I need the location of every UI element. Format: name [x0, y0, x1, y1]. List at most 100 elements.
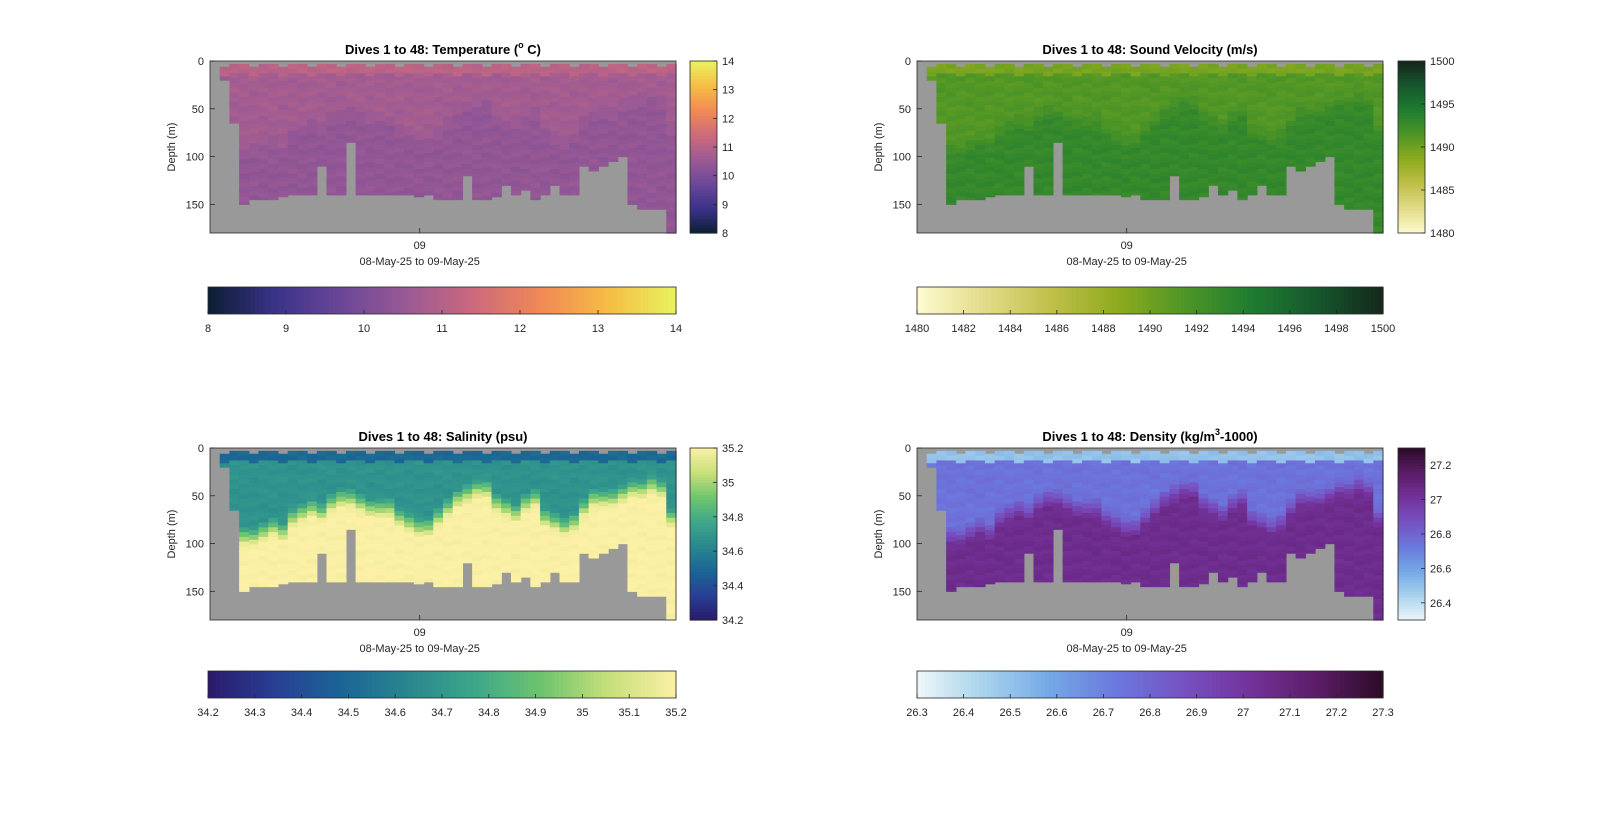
data-cell: [1159, 114, 1171, 120]
data-cell: [1101, 468, 1112, 474]
data-cell: [1334, 152, 1345, 159]
colorbar-segment: [690, 516, 717, 521]
data-cell: [1188, 100, 1200, 106]
data-cell: [413, 125, 425, 132]
data-cell: [1004, 87, 1015, 94]
data-cell: [569, 482, 580, 488]
data-cell: [1353, 116, 1365, 122]
data-cell: [1111, 541, 1122, 548]
data-cell: [1082, 551, 1093, 557]
data-cell: [578, 159, 590, 165]
colorbar-segment: [508, 671, 513, 698]
data-cell: [375, 532, 386, 538]
data-cell: [404, 484, 415, 490]
data-cell: [472, 584, 483, 588]
data-cell: [248, 90, 260, 96]
data-cell: [637, 584, 648, 591]
data-cell: [608, 508, 619, 514]
data-cell: [452, 171, 464, 178]
data-cell: [946, 183, 957, 189]
data-cell: [316, 102, 328, 108]
data-cell: [229, 63, 240, 70]
data-cell: [239, 97, 250, 103]
data-cell: [569, 76, 580, 82]
data-cell: [404, 149, 415, 156]
data-cell: [1130, 143, 1141, 149]
data-cell: [1091, 87, 1103, 94]
data-cell: [1227, 73, 1238, 79]
data-cell: [1120, 159, 1132, 165]
data-cell: [578, 527, 590, 533]
data-cell: [248, 138, 260, 144]
data-cell: [433, 570, 444, 576]
colorbar-segment: [1344, 287, 1349, 314]
data-cell: [1082, 489, 1093, 495]
colorbar-segment: [1247, 287, 1252, 314]
data-cell: [501, 460, 512, 466]
data-cell: [307, 577, 318, 583]
data-cell: [307, 119, 318, 125]
data-cell: [1247, 119, 1258, 125]
data-cell: [1023, 164, 1035, 167]
data-cell: [1256, 73, 1268, 79]
data-cell: [1373, 164, 1384, 170]
data-cell: [472, 78, 483, 84]
data-cell: [1111, 532, 1122, 538]
data-cell: [955, 81, 967, 87]
colorbar-segment: [250, 671, 256, 698]
data-cell: [1237, 192, 1248, 199]
data-cell: [1062, 63, 1073, 70]
data-cell: [1072, 143, 1083, 149]
data-cell: [1285, 63, 1297, 70]
data-cell: [1052, 493, 1064, 500]
data-cell: [1082, 154, 1093, 161]
data-cell: [1198, 164, 1209, 170]
data-cell: [287, 579, 298, 583]
data-cell: [384, 125, 396, 132]
data-cell: [491, 102, 502, 108]
data-cell: [413, 102, 425, 108]
data-cell: [637, 78, 648, 84]
data-cell: [1120, 149, 1132, 156]
data-cell: [637, 188, 648, 194]
data-cell: [384, 116, 396, 122]
data-cell: [423, 171, 434, 178]
colorbar-segment: [690, 539, 717, 544]
data-cell: [530, 116, 541, 122]
data-cell: [984, 104, 996, 111]
data-cell: [598, 477, 609, 483]
data-cell: [1169, 125, 1180, 132]
data-cell: [297, 78, 308, 84]
data-cell: [510, 491, 522, 498]
data-cell: [1111, 570, 1122, 576]
data-cell: [936, 102, 947, 108]
data-cell: [1023, 517, 1035, 524]
colorbar-segment: [1080, 287, 1085, 314]
data-cell: [491, 551, 502, 557]
data-cell: [452, 100, 464, 106]
data-cell: [1363, 133, 1374, 139]
data-cell: [219, 76, 231, 81]
data-cell: [1091, 551, 1103, 557]
data-cell: [1072, 76, 1083, 82]
data-cell: [520, 541, 531, 548]
data-cell: [637, 149, 648, 156]
colorbar-segment: [539, 671, 544, 698]
colorbar-segment: [690, 511, 717, 515]
plot-frame: [209, 60, 677, 234]
data-cell: [1082, 73, 1093, 79]
data-cell: [1188, 152, 1200, 159]
data-cell: [404, 168, 415, 175]
data-cell: [462, 135, 473, 141]
data-cell: [355, 455, 366, 462]
data-cell: [462, 503, 473, 509]
data-cell: [965, 536, 976, 543]
data-cell: [1227, 154, 1238, 161]
data-cell: [1004, 570, 1015, 576]
data-cell: [326, 469, 337, 476]
data-cell: [578, 135, 590, 141]
data-cell: [1101, 554, 1112, 560]
data-cell: [326, 560, 337, 567]
data-cell: [307, 186, 318, 192]
data-cell: [588, 493, 599, 500]
